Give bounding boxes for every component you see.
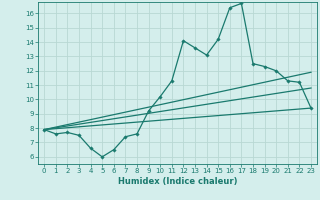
X-axis label: Humidex (Indice chaleur): Humidex (Indice chaleur) (118, 177, 237, 186)
